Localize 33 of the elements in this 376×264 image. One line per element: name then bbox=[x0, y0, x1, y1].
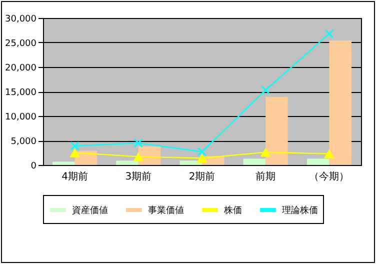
legend-label: 株価 bbox=[223, 205, 242, 216]
point bbox=[197, 147, 207, 156]
y-tick-label: 0 bbox=[30, 162, 37, 172]
x-tick-label: （今期） bbox=[309, 170, 350, 182]
bar bbox=[329, 40, 352, 165]
y-tick-label: 10,000 bbox=[5, 112, 37, 122]
bar bbox=[306, 158, 330, 165]
point bbox=[70, 141, 80, 151]
point bbox=[70, 148, 80, 158]
x-tick-label: 2期前 bbox=[188, 170, 216, 182]
point bbox=[133, 152, 144, 162]
point bbox=[324, 149, 334, 158]
legend-label: 事業価値 bbox=[148, 205, 184, 216]
y-tick-label: 15,000 bbox=[5, 88, 37, 98]
point bbox=[324, 29, 334, 38]
bar bbox=[180, 160, 202, 165]
x-tick-label: 前期 bbox=[256, 170, 276, 182]
y-tick-label: 20,000 bbox=[5, 64, 37, 74]
point bbox=[134, 138, 144, 148]
point bbox=[260, 148, 271, 157]
bar bbox=[243, 158, 266, 165]
bar bbox=[266, 96, 288, 165]
y-tick-label: 25,000 bbox=[5, 39, 37, 49]
y-tick-label: 30,000 bbox=[5, 14, 37, 24]
legend-label: 理論株価 bbox=[282, 205, 318, 216]
point bbox=[260, 85, 270, 95]
y-tick-label: 5,000 bbox=[10, 137, 37, 147]
x-tick-label: 3期前 bbox=[125, 170, 152, 182]
point bbox=[196, 154, 208, 163]
bar bbox=[52, 162, 75, 165]
bar bbox=[116, 160, 138, 165]
legend-label: 資産価値 bbox=[72, 205, 108, 216]
x-tick-label: 4期前 bbox=[62, 170, 88, 182]
